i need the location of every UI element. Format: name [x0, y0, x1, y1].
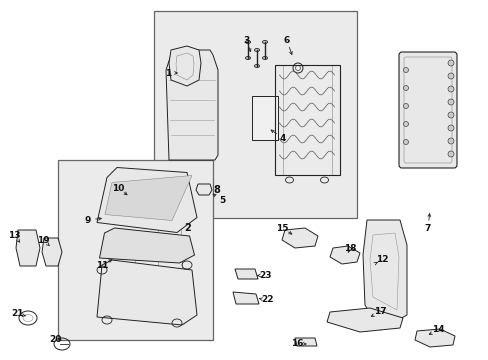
Text: 3: 3 — [243, 36, 248, 45]
Polygon shape — [362, 220, 406, 330]
Ellipse shape — [262, 41, 267, 44]
Text: 14: 14 — [431, 325, 444, 334]
Ellipse shape — [447, 151, 453, 157]
FancyBboxPatch shape — [398, 52, 456, 168]
Text: 10: 10 — [112, 184, 124, 193]
Text: 12: 12 — [375, 256, 387, 265]
Ellipse shape — [447, 99, 453, 105]
Polygon shape — [105, 176, 192, 220]
Text: 22: 22 — [260, 296, 273, 305]
Polygon shape — [97, 167, 197, 233]
Polygon shape — [232, 292, 259, 304]
Text: 21: 21 — [12, 310, 24, 319]
Text: 17: 17 — [373, 307, 386, 316]
Ellipse shape — [403, 86, 407, 90]
Ellipse shape — [254, 49, 259, 51]
Text: 2: 2 — [184, 223, 191, 233]
Polygon shape — [196, 184, 212, 195]
Ellipse shape — [254, 64, 259, 68]
Ellipse shape — [447, 112, 453, 118]
Polygon shape — [16, 230, 40, 266]
Text: 23: 23 — [258, 270, 271, 279]
Bar — [154, 11, 356, 218]
Text: 13: 13 — [8, 230, 20, 239]
Bar — [58, 160, 213, 340]
Text: 16: 16 — [290, 339, 303, 348]
Polygon shape — [99, 228, 194, 263]
Ellipse shape — [245, 41, 250, 44]
Polygon shape — [326, 308, 402, 332]
Polygon shape — [414, 329, 454, 347]
Ellipse shape — [447, 125, 453, 131]
Ellipse shape — [403, 104, 407, 108]
Text: 7: 7 — [424, 224, 430, 233]
Text: 1: 1 — [164, 68, 171, 77]
Text: 4: 4 — [279, 134, 285, 143]
Text: 9: 9 — [84, 216, 91, 225]
Text: 11: 11 — [96, 261, 108, 270]
Ellipse shape — [447, 60, 453, 66]
Text: 6: 6 — [284, 36, 289, 45]
Ellipse shape — [403, 140, 407, 144]
Polygon shape — [42, 238, 62, 266]
Polygon shape — [251, 96, 278, 140]
Ellipse shape — [403, 68, 407, 72]
Ellipse shape — [447, 138, 453, 144]
Polygon shape — [294, 338, 316, 346]
Ellipse shape — [262, 57, 267, 59]
Polygon shape — [165, 50, 218, 160]
Text: 5: 5 — [219, 195, 224, 204]
Polygon shape — [97, 260, 197, 325]
Ellipse shape — [447, 73, 453, 79]
Text: 18: 18 — [343, 243, 356, 252]
Ellipse shape — [403, 122, 407, 126]
Ellipse shape — [245, 57, 250, 59]
Bar — [274, 65, 339, 175]
Polygon shape — [329, 246, 359, 264]
Polygon shape — [235, 269, 258, 279]
Text: 8: 8 — [213, 185, 220, 195]
Polygon shape — [282, 228, 317, 248]
Polygon shape — [169, 46, 201, 86]
Text: 19: 19 — [37, 235, 49, 244]
Ellipse shape — [447, 86, 453, 92]
Text: 15: 15 — [275, 224, 287, 233]
Text: 20: 20 — [49, 336, 61, 345]
